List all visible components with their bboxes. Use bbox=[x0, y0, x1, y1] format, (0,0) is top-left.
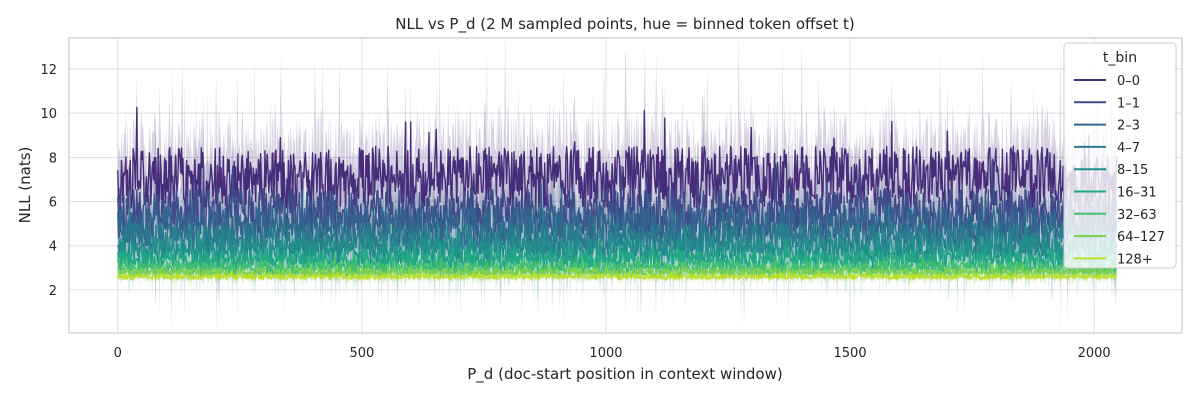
x-tick-label: 0 bbox=[114, 346, 122, 361]
series-line-8–15 bbox=[117, 220, 1118, 269]
y-tick-label: 6 bbox=[49, 196, 57, 211]
y-tick-label: 12 bbox=[40, 63, 57, 78]
legend-label: 2–3 bbox=[1117, 119, 1140, 134]
legend-items: 0–0 1–1 2–3 4–7 8–15 16–31 32–63 64–127 128+ bbox=[1074, 74, 1165, 267]
plot-frame bbox=[68, 37, 1183, 334]
legend-label: 0–0 bbox=[1117, 74, 1140, 89]
chart-title: NLL vs P_d (2 M sampled points, hue = bi… bbox=[395, 15, 855, 34]
y-tick-label: 10 bbox=[40, 107, 57, 122]
legend-label: 16–31 bbox=[1117, 186, 1157, 201]
y-tick-label: 4 bbox=[49, 240, 57, 255]
legend-label: 64–127 bbox=[1117, 230, 1165, 245]
x-tick-label: 1500 bbox=[834, 346, 867, 361]
legend-label: 8–15 bbox=[1117, 163, 1148, 178]
series-line-0–0 bbox=[117, 106, 1118, 221]
y-tick-label: 8 bbox=[49, 151, 57, 166]
tick-labels: 0 500 1000 1500 2000 2 4 6 8 10 12 bbox=[40, 63, 1110, 361]
y-tick-label: 2 bbox=[49, 284, 57, 299]
x-axis-title: P_d (doc-start position in context windo… bbox=[467, 365, 782, 384]
x-tick-label: 500 bbox=[349, 346, 374, 361]
band-0–0 bbox=[117, 38, 1117, 333]
legend-box bbox=[1063, 42, 1177, 269]
series-line-64–127 bbox=[117, 262, 1118, 280]
series-line-128+ bbox=[117, 270, 1118, 281]
legend-label: 128+ bbox=[1117, 252, 1153, 267]
legend: t_bin 0–0 1–1 2–3 4–7 8–15 16–31 32–63 64–127 12… bbox=[1063, 42, 1177, 269]
legend-label: 32–63 bbox=[1117, 208, 1157, 223]
x-tick-label: 2000 bbox=[1078, 346, 1111, 361]
y-axis-title: NLL (nats) bbox=[16, 147, 34, 224]
legend-label: 1–1 bbox=[1117, 96, 1140, 111]
band-16–31 bbox=[117, 210, 1117, 311]
legend-label: 4–7 bbox=[1117, 141, 1140, 156]
series-line-16–31 bbox=[117, 238, 1118, 276]
legend-title: t_bin bbox=[1103, 50, 1137, 66]
x-tick-label: 1000 bbox=[589, 346, 622, 361]
series-lines bbox=[117, 106, 1118, 281]
